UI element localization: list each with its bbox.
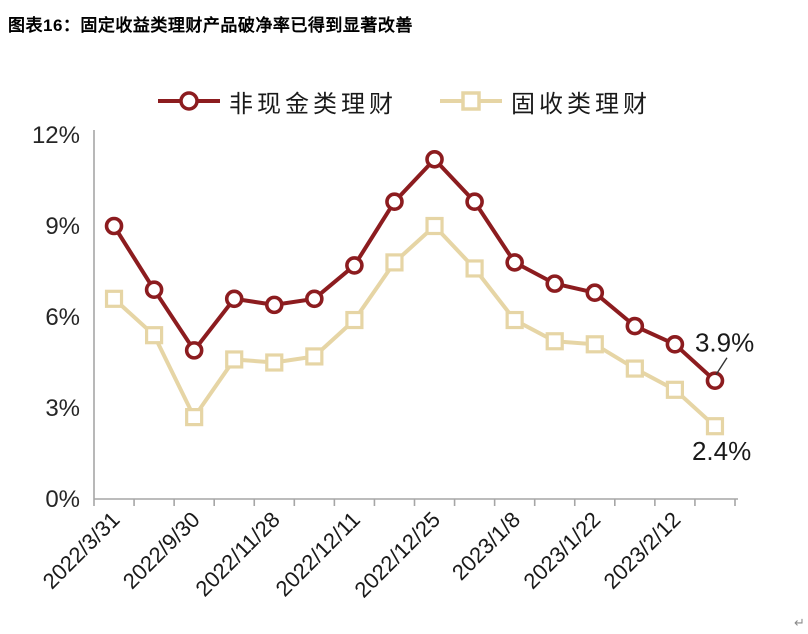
- series-marker: [385, 253, 404, 272]
- y-tick-label: 12%: [32, 122, 80, 149]
- series-marker: [505, 310, 524, 330]
- series-marker: [465, 259, 484, 278]
- chart-legend: 非现金类理财 固收类理财: [0, 84, 808, 119]
- series-marker: [184, 341, 204, 360]
- x-tick-label: 2022/12/25: [350, 507, 446, 603]
- x-tick-label: 2023/1/22: [518, 507, 605, 594]
- series-marker: [104, 216, 124, 236]
- series-marker: [425, 149, 444, 169]
- series-marker: [705, 371, 725, 391]
- series-marker: [225, 350, 244, 369]
- legend-line-square-icon: [440, 91, 502, 111]
- x-tick-label: 2023/2/12: [599, 507, 686, 594]
- series-marker: [345, 310, 364, 330]
- return-mark: ↵: [794, 615, 805, 630]
- series-marker: [385, 192, 404, 212]
- series-marker: [665, 380, 685, 399]
- series-marker: [465, 192, 484, 212]
- legend-item-fixedincome: 固收类理财: [439, 84, 651, 119]
- legend-label-noncash: 非现金类理财: [229, 90, 397, 118]
- legend-label-fixedincome: 固收类理财: [511, 90, 651, 118]
- y-tick-label: 0%: [45, 486, 80, 513]
- y-tick-label: 3%: [45, 395, 80, 422]
- series-marker: [264, 295, 284, 315]
- series-marker: [665, 334, 685, 354]
- series-marker: [345, 256, 364, 275]
- series-marker: [104, 289, 124, 308]
- x-tick-label: 2022/9/30: [118, 507, 205, 594]
- series-marker: [705, 417, 725, 436]
- series-marker: [144, 326, 164, 345]
- series-line-0: [112, 156, 717, 383]
- series-marker: [185, 408, 204, 427]
- series-marker: [305, 289, 324, 309]
- end-value-label: 2.4%: [692, 436, 751, 466]
- legend-line-circle-icon: [158, 91, 220, 111]
- series-marker: [585, 335, 604, 354]
- series-marker: [265, 353, 284, 372]
- series-marker: [625, 359, 644, 378]
- series-marker: [305, 347, 324, 366]
- y-tick-label: 6%: [45, 304, 80, 331]
- series-marker: [425, 216, 444, 236]
- leader-line: [715, 357, 728, 376]
- series-marker: [505, 253, 524, 272]
- y-tick-label: 9%: [45, 213, 80, 240]
- x-tick-label: 2022/11/28: [190, 507, 284, 601]
- series-line-1: [112, 223, 717, 428]
- series-marker: [545, 332, 564, 351]
- figure-title: 图表16：固定收益类理财产品破净率已得到显著改善: [8, 16, 413, 35]
- x-tick-label: 2022/3/31: [38, 507, 125, 594]
- series-marker: [144, 280, 164, 300]
- x-tick-label: 2023/1/8: [447, 507, 525, 585]
- series-marker: [625, 316, 645, 336]
- legend-item-noncash: 非现金类理财: [157, 84, 397, 119]
- end-value-label: 3.9%: [695, 328, 754, 358]
- series-marker: [545, 274, 565, 293]
- series-marker: [224, 289, 244, 309]
- series-marker: [585, 283, 605, 303]
